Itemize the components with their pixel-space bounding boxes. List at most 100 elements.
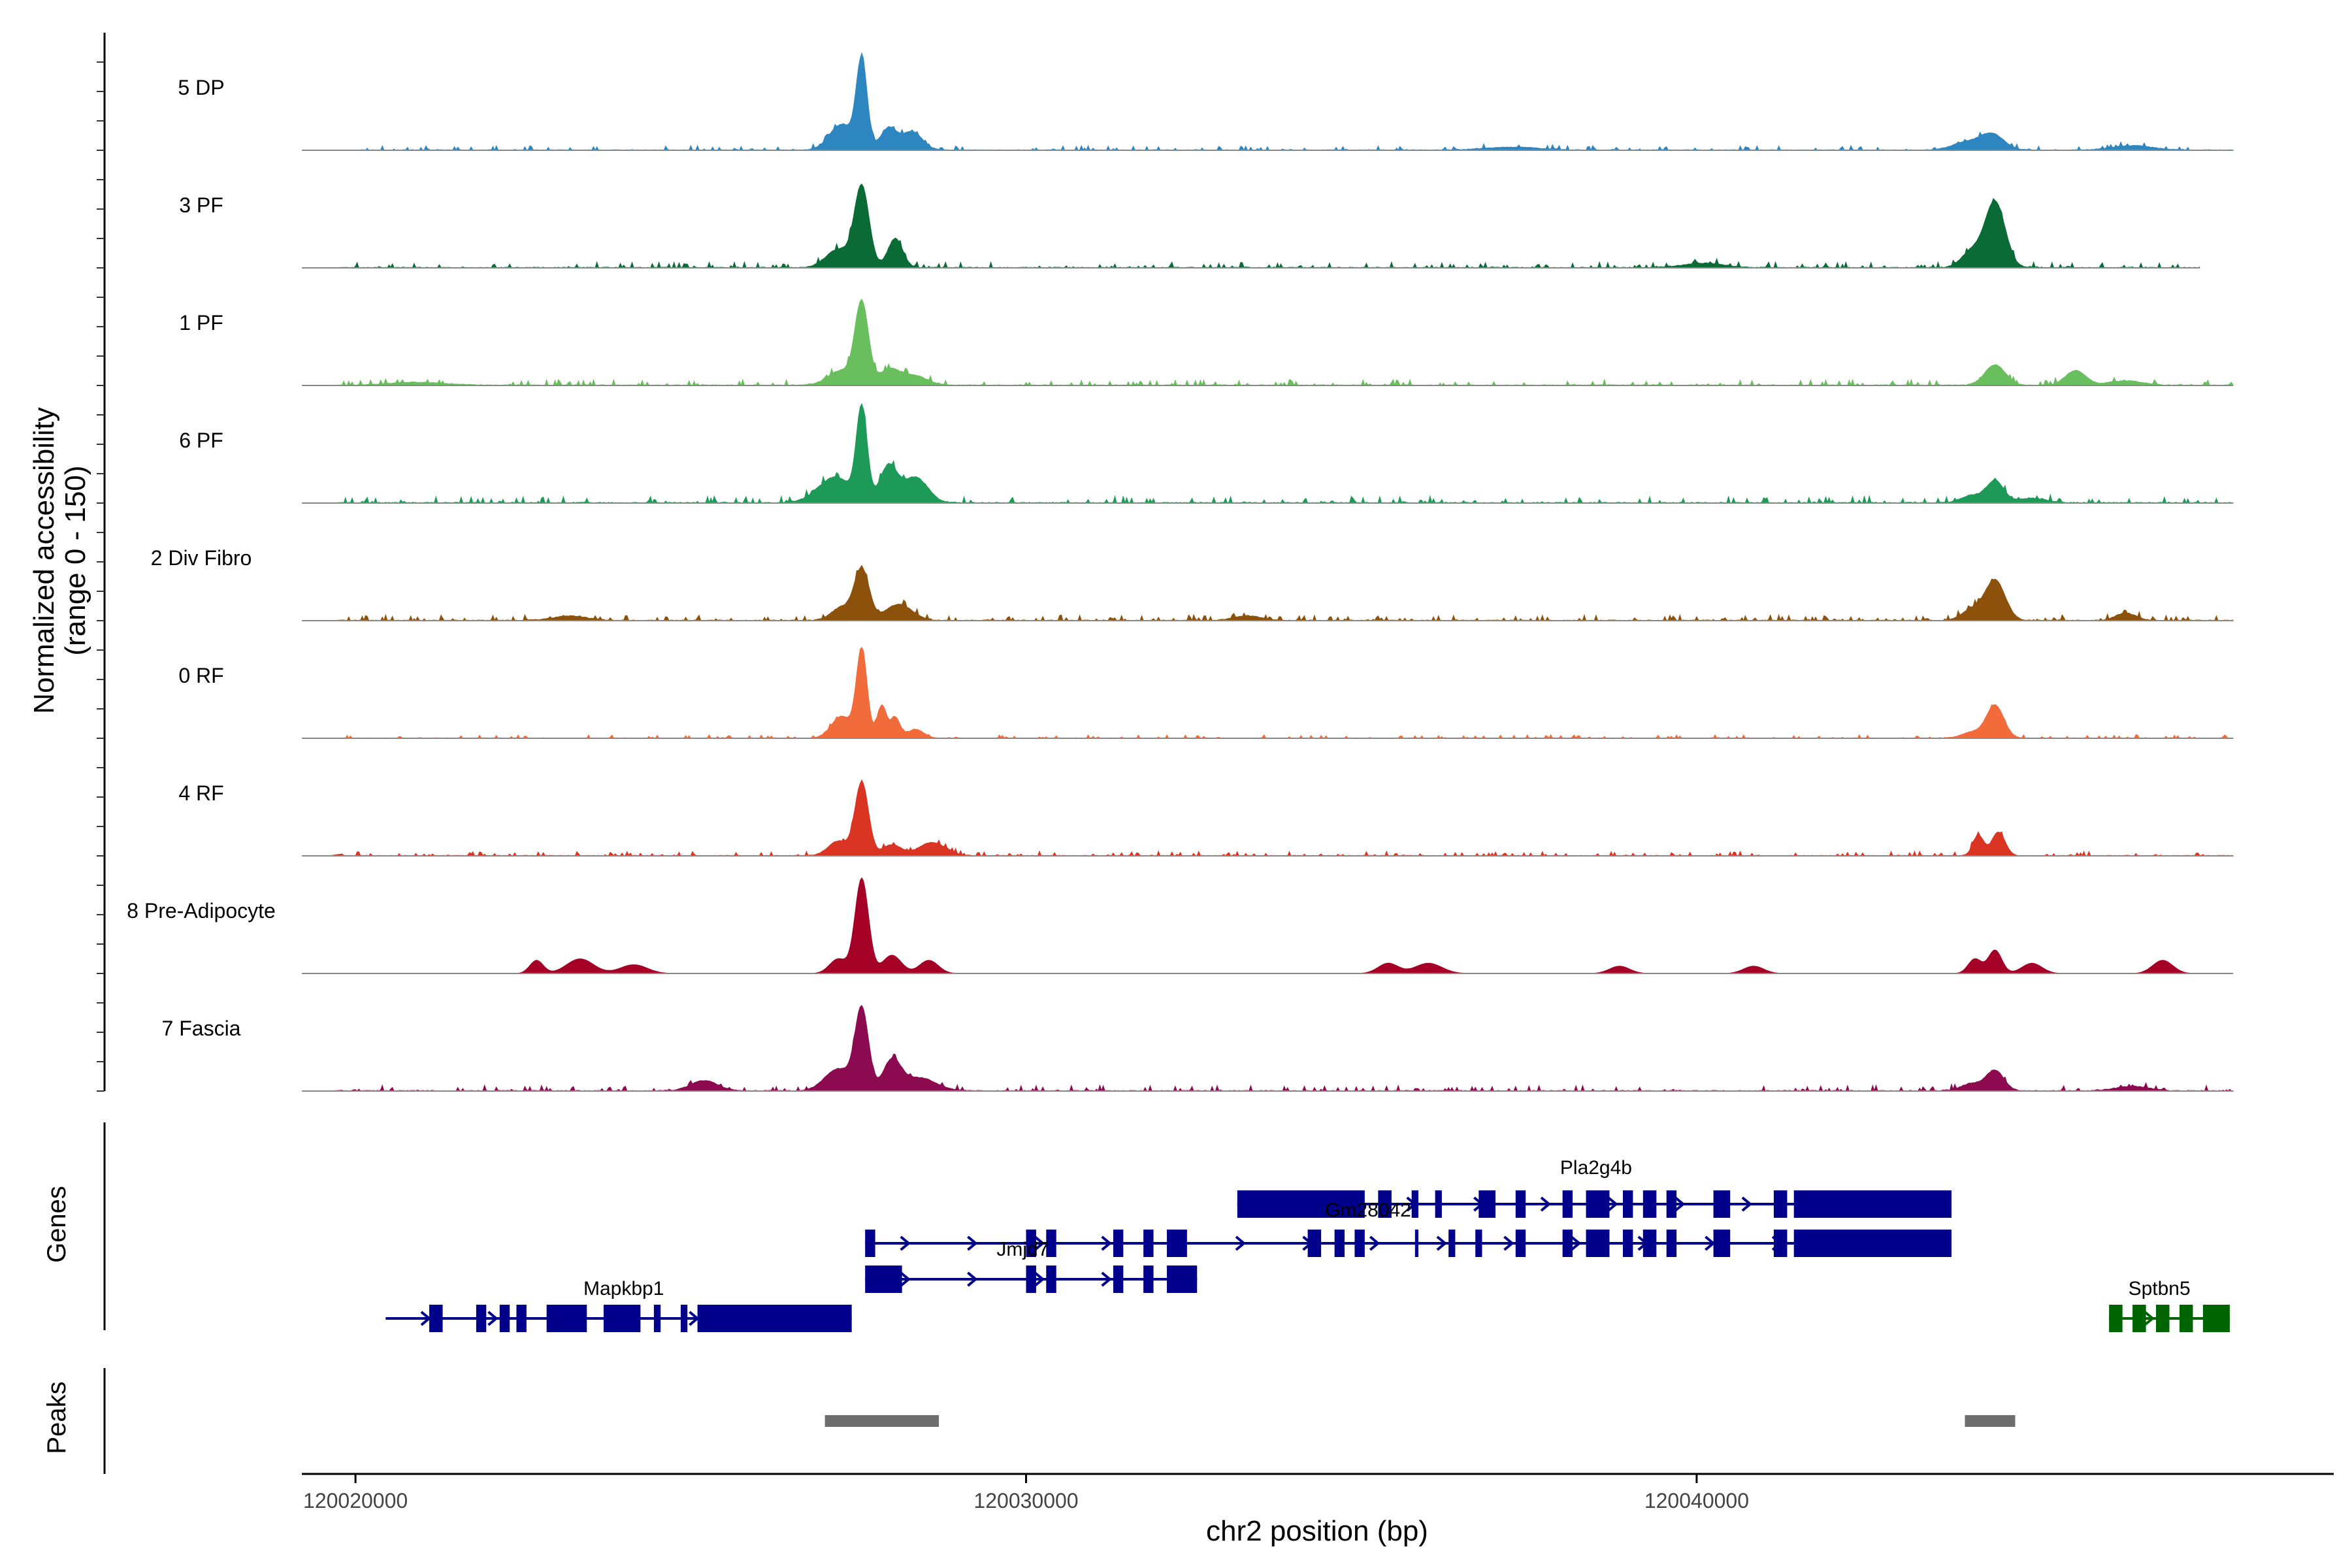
exon-block <box>1623 1190 1633 1218</box>
exon-block <box>1586 1230 1610 1257</box>
peaks-panel <box>103 1368 2016 1474</box>
exon-block <box>1562 1230 1573 1257</box>
transcript-jmjd7 <box>865 1230 1952 1257</box>
track-7-fascia: 7 Fascia <box>162 1005 2234 1092</box>
exon-block <box>1623 1230 1633 1257</box>
genes-panel: Pla2g4b Gm28042 Jmjd7 Mapkbp1 Sptbn5 <box>103 1122 2230 1332</box>
gene-label-mapkbp1: Mapkbp1 <box>583 1278 664 1299</box>
exon-block <box>1515 1230 1526 1257</box>
exon-block <box>1411 1190 1418 1218</box>
track-label: 7 Fascia <box>162 1017 241 1040</box>
coverage-area <box>329 52 2234 152</box>
exon-block <box>2156 1305 2170 1332</box>
exon-block <box>680 1305 688 1332</box>
track-label: 3 PF <box>179 193 223 217</box>
exon-block <box>1773 1190 1788 1218</box>
exon-block <box>1026 1230 1036 1257</box>
y-axis-ticks <box>97 649 105 739</box>
exon-block <box>1448 1230 1456 1257</box>
track-5-dp: 5 DP <box>178 52 2234 152</box>
exon-block <box>1026 1266 1036 1293</box>
y-axis-ticks <box>97 532 105 621</box>
exon-block <box>546 1305 587 1332</box>
x-axis: 120020000 120030000 120040000 <box>302 1473 2334 1512</box>
exon-block <box>1334 1230 1345 1257</box>
strand-arrow <box>1034 1271 1045 1287</box>
exon-block <box>1046 1230 1056 1257</box>
transcript-jmjd7 <box>865 1266 1198 1293</box>
exon-block <box>1666 1190 1677 1218</box>
track-label: 6 PF <box>179 429 223 452</box>
peak-region <box>1965 1415 2016 1427</box>
exon-block <box>1414 1230 1418 1257</box>
track-8-pre-adipocyte: 8 Pre-Adipocyte <box>127 877 2234 974</box>
exon-block <box>2132 1305 2146 1332</box>
exon-block <box>1793 1190 1952 1218</box>
exon-block <box>429 1305 443 1332</box>
track-label: 2 Div Fibro <box>151 546 252 570</box>
strand-arrow <box>2144 1311 2155 1326</box>
y-axis-ticks <box>97 1002 105 1092</box>
exon-block <box>1642 1190 1657 1218</box>
x-tick-label: 120040000 <box>1644 1489 1749 1512</box>
exon-block <box>1642 1230 1657 1257</box>
exon-block <box>1113 1266 1124 1293</box>
strand-arrow <box>1436 1235 1448 1251</box>
exon-block <box>603 1305 641 1332</box>
strand-arrow <box>689 1311 700 1326</box>
track-label: 0 RF <box>178 664 223 687</box>
strand-arrow <box>487 1311 498 1326</box>
exon-block <box>1713 1190 1731 1218</box>
exon-block <box>1237 1190 1365 1218</box>
y-axis-ticks <box>97 61 105 151</box>
exon-block <box>1167 1266 1198 1293</box>
exon-block <box>1478 1190 1495 1218</box>
exon-block <box>1113 1230 1124 1257</box>
coverage-area <box>329 646 2234 739</box>
y-axis-ticks <box>97 179 105 269</box>
exon-block <box>1354 1230 1365 1257</box>
strand-arrow <box>1705 1235 1716 1251</box>
track-label: 1 PF <box>179 311 223 335</box>
exon-block <box>1713 1230 1731 1257</box>
strand-arrow <box>1369 1235 1380 1251</box>
exon-block <box>1773 1230 1788 1257</box>
strand-arrow <box>967 1235 978 1251</box>
strand-arrow <box>1503 1235 1514 1251</box>
gene-label-jmjd7: Jmjd7 <box>996 1239 1049 1260</box>
exon-block <box>1515 1190 1526 1218</box>
strand-arrow <box>1674 1196 1686 1212</box>
y-axis-ticks <box>97 885 105 974</box>
y-axis-ticks <box>97 297 105 386</box>
coverage-area <box>328 779 2234 857</box>
exon-block <box>1307 1230 1322 1257</box>
exon-block <box>1666 1230 1677 1257</box>
peak-region <box>825 1415 939 1427</box>
strand-arrow <box>1034 1235 1045 1251</box>
y-axis-ticks <box>97 414 105 504</box>
exon-block <box>476 1305 487 1332</box>
coverage-area <box>329 184 2200 269</box>
x-axis-title: chr2 position (bp) <box>1206 1515 1428 1547</box>
y-axis-ticks <box>97 767 105 857</box>
exon-block <box>1378 1190 1392 1218</box>
gene-label-gm28042: Gm28042 <box>1325 1200 1411 1221</box>
gene-label-sptbn5: Sptbn5 <box>2129 1278 2191 1299</box>
x-tick-label: 120020000 <box>303 1489 408 1512</box>
exon-block <box>1562 1190 1573 1218</box>
y-axis-title-line2: (range 0 - 150) <box>59 465 91 655</box>
track-2-div-fibro: 2 Div Fibro <box>151 546 2234 622</box>
coverage-area <box>329 299 2234 387</box>
strand-arrow <box>1607 1196 1618 1212</box>
strand-arrow <box>1235 1235 1247 1251</box>
coverage-tracks: 5 DP 3 PF 1 PF 6 PF 2 Div Fibro 0 RF 4 RF 8 Pre… <box>97 33 2234 1092</box>
y-axis-title-line1: Normalized accessibility <box>28 407 60 713</box>
genes-panel-title: Genes <box>42 1186 71 1263</box>
exon-block <box>1167 1230 1187 1257</box>
gene-label-pla2g4b: Pla2g4b <box>1560 1157 1632 1179</box>
coverage-area <box>329 1005 2234 1092</box>
strand-arrow <box>900 1235 911 1251</box>
coverage-area <box>329 564 2234 622</box>
x-tick-label: 120030000 <box>973 1489 1078 1512</box>
